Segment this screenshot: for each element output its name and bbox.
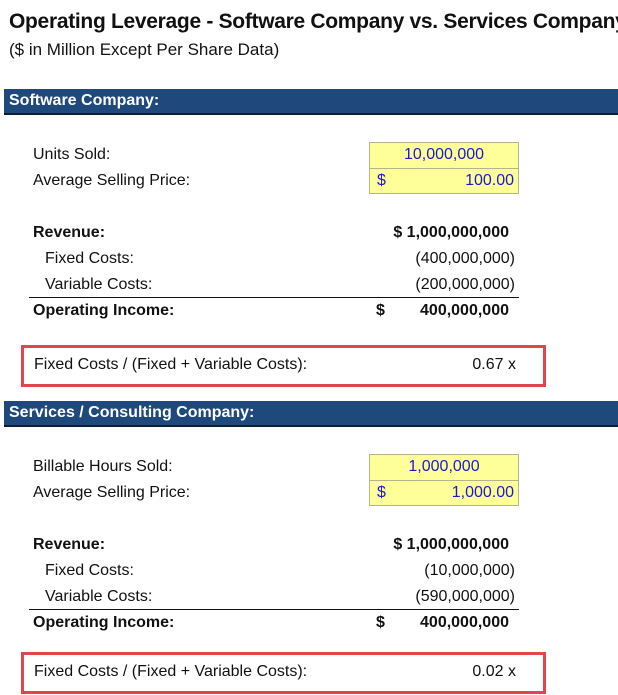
variable-costs-label: Variable Costs:: [45, 276, 153, 293]
fixed-costs-label: Fixed Costs:: [45, 562, 134, 579]
billable-hours-input[interactable]: 1,000,000: [370, 455, 518, 481]
fixed-costs-value: (400,000,000): [415, 250, 515, 267]
avg-price-label: Average Selling Price:: [33, 172, 191, 189]
fixed-cost-ratio-highlight: Fixed Costs / (Fixed + Variable Costs): …: [21, 345, 546, 387]
units-sold-label: Units Sold:: [33, 146, 111, 163]
billable-hours-value: 1,000,000: [408, 458, 480, 475]
fixed-cost-ratio-value: 0.67 x: [472, 356, 516, 373]
fixed-cost-ratio-highlight: Fixed Costs / (Fixed + Variable Costs): …: [21, 652, 546, 694]
operating-income-currency: $: [376, 302, 385, 319]
fixed-costs-label: Fixed Costs:: [45, 250, 134, 267]
units-sold-input[interactable]: 10,000,000: [370, 143, 518, 169]
operating-income-label: Operating Income:: [33, 614, 175, 631]
operating-income-label: Operating Income:: [33, 302, 175, 319]
revenue-label: Revenue:: [33, 536, 106, 553]
revenue-value: $ 1,000,000,000: [393, 224, 509, 241]
currency-symbol: $: [377, 484, 386, 501]
section-header-services: Services / Consulting Company:: [4, 401, 618, 427]
avg-price-input[interactable]: $ 100.00: [370, 169, 518, 194]
variable-costs-value: (590,000,000): [415, 588, 515, 605]
variable-costs-label: Variable Costs:: [45, 588, 153, 605]
units-sold-value: 10,000,000: [403, 146, 485, 163]
revenue-label: Revenue:: [33, 224, 106, 241]
fixed-costs-value: (10,000,000): [424, 562, 515, 579]
services-inputs: 1,000,000 $ 1,000.00: [369, 454, 519, 506]
revenue-value: $ 1,000,000,000: [393, 536, 509, 553]
currency-symbol: $: [377, 172, 386, 189]
avg-price-label: Average Selling Price:: [33, 484, 191, 501]
section-title: Services / Consulting Company:: [9, 404, 255, 421]
variable-costs-value: (200,000,000): [415, 276, 515, 293]
billable-hours-label: Billable Hours Sold:: [33, 458, 173, 475]
operating-income-value: 400,000,000: [420, 614, 509, 631]
fixed-cost-ratio-label: Fixed Costs / (Fixed + Variable Costs):: [34, 356, 308, 373]
avg-price-input[interactable]: $ 1,000.00: [370, 481, 518, 506]
fixed-cost-ratio-label: Fixed Costs / (Fixed + Variable Costs):: [34, 663, 308, 680]
avg-price-value: 100.00: [465, 172, 514, 189]
operating-income-currency: $: [376, 614, 385, 631]
software-inputs: 10,000,000 $ 100.00: [369, 142, 519, 194]
section-title: Software Company:: [9, 92, 160, 109]
page-subtitle: ($ in Million Except Per Share Data): [9, 40, 280, 59]
avg-price-value: 1,000.00: [451, 484, 514, 501]
fixed-cost-ratio-value: 0.02 x: [472, 663, 516, 680]
subtotal-divider: [29, 297, 519, 298]
page-title: Operating Leverage - Software Company vs…: [9, 10, 618, 33]
subtotal-divider: [29, 609, 519, 610]
operating-income-value: 400,000,000: [420, 302, 509, 319]
section-header-software: Software Company:: [4, 89, 618, 115]
